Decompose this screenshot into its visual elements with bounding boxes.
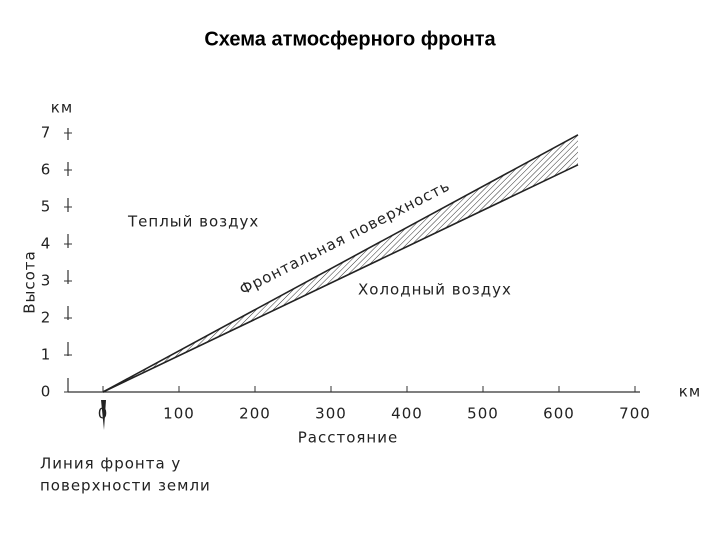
- x-tick-label: 200: [239, 405, 271, 423]
- y-unit: км: [51, 99, 73, 117]
- x-tick-label: 700: [619, 405, 651, 423]
- x-tick-label: 100: [163, 405, 195, 423]
- x-tick-label: 400: [391, 405, 423, 423]
- y-tick-label: 4: [41, 235, 52, 253]
- y-tick-label: 6: [41, 161, 52, 179]
- annotation: поверхности земли: [40, 477, 211, 495]
- y-tick-label: 5: [41, 198, 52, 216]
- y-tick-label: 7: [41, 124, 52, 142]
- annotation: Линия фронта у: [40, 455, 181, 473]
- x-unit: км: [679, 383, 701, 401]
- boundary-line: [102, 164, 579, 393]
- y-tick-label: 3: [41, 272, 52, 290]
- chart-title: Схема атмосферного фронта: [204, 28, 496, 50]
- y-axis-label: Высота: [21, 250, 39, 314]
- boundary-line: [102, 134, 579, 393]
- annotation: Холодный воздух: [358, 281, 512, 299]
- front-marker: [101, 400, 106, 430]
- x-axis-label: Расстояние: [298, 429, 398, 447]
- x-tick-label: 600: [543, 405, 575, 423]
- y-tick-label: 0: [41, 383, 52, 401]
- y-tick-label: 1: [41, 346, 52, 364]
- x-tick-label: 300: [315, 405, 347, 423]
- annotation: Теплый воздух: [127, 213, 259, 231]
- y-tick-label: 2: [41, 309, 52, 327]
- x-tick-label: 500: [467, 405, 499, 423]
- x-tick-label: 0: [98, 405, 109, 423]
